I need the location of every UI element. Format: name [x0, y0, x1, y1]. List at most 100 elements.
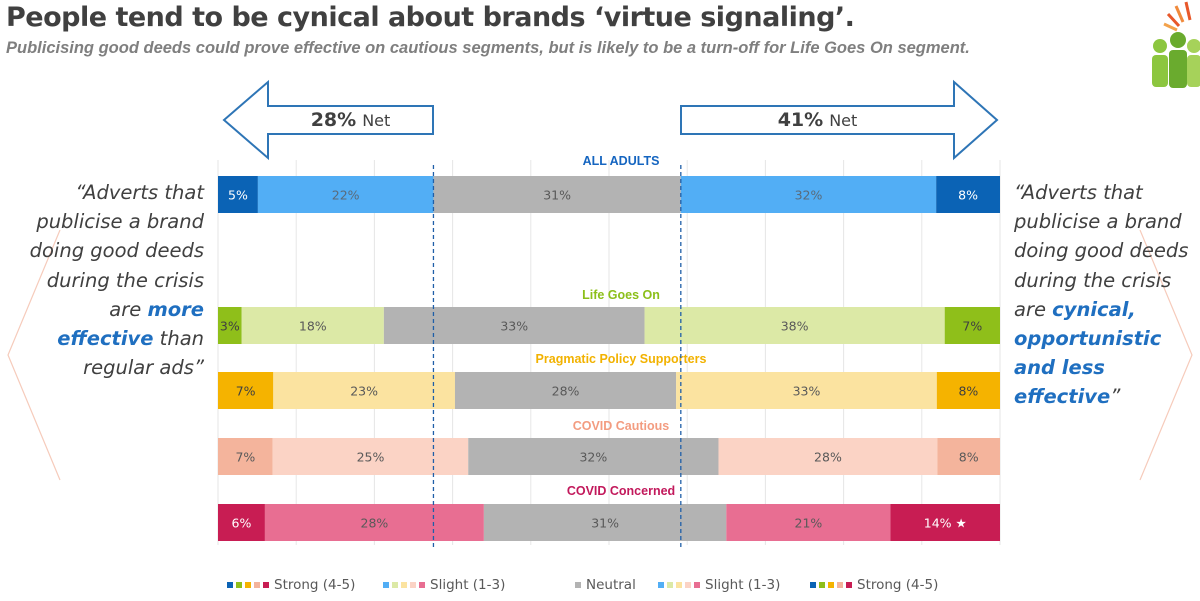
legend-swatches [810, 582, 852, 588]
left-net-label: 28% Net [268, 106, 433, 134]
data-label: 28% [552, 384, 580, 399]
net-dividers [432, 165, 682, 548]
chart-grid [217, 160, 1001, 545]
right-quote: “Adverts that publicise a brand doing go… [1014, 178, 1198, 412]
data-label: 6% [232, 516, 252, 531]
series-title: COVID Cautious [573, 419, 670, 433]
bar-segment [936, 176, 1000, 213]
legend-swatch [245, 582, 251, 588]
right-net-word: Net [829, 110, 858, 130]
people-icon [1152, 32, 1200, 88]
right-quote-text: “Adverts that publicise a brand doing go… [1014, 181, 1189, 321]
legend-swatch [575, 582, 581, 588]
legend-swatch [676, 582, 682, 588]
right-quote-end: ” [1110, 385, 1121, 409]
right-net-label: 41% Net [681, 106, 954, 134]
legend-swatch [263, 582, 269, 588]
legend-swatch [685, 582, 691, 588]
bar-segment [454, 372, 677, 409]
data-label: 8% [958, 384, 978, 399]
legend-swatch [828, 582, 834, 588]
right-quote-highlight: cynical, opportunistic and less effectiv… [1014, 297, 1162, 409]
bar-segment [218, 372, 274, 409]
data-label: 21% [795, 516, 823, 531]
legend-swatch [410, 582, 416, 588]
data-label: 18% [299, 319, 327, 334]
bar-segment [218, 307, 242, 344]
page-title: People tend to be cynical about brands ‘… [6, 2, 855, 33]
data-label: 22% [332, 188, 360, 203]
series-title: Life Goes On [582, 288, 660, 302]
legend-swatches [227, 582, 269, 588]
legend-label: Strong (4-5) [274, 577, 356, 593]
legend-swatch [401, 582, 407, 588]
chart-bars: ALL ADULTS 5% 22% 31% 32% 8% Life Goes On 3% 18%… [218, 154, 1000, 541]
left-quote-text: “Adverts that publicise a brand doing go… [29, 181, 204, 321]
bar-segment [483, 504, 727, 541]
bar-segment [644, 307, 945, 344]
legend-swatch [392, 582, 398, 588]
data-label: 14% ★ [924, 516, 967, 531]
legend-item: Neutral [575, 576, 636, 594]
data-label: 7% [236, 384, 256, 399]
legend-swatch [658, 582, 664, 588]
series-title: Pragmatic Policy Supporters [536, 352, 707, 366]
bar-segment [676, 372, 937, 409]
left-net-value: 28% [310, 109, 357, 131]
series-title: ALL ADULTS [583, 154, 660, 168]
bar-segment [218, 176, 258, 213]
legend-swatch [837, 582, 843, 588]
left-net-word: Net [362, 110, 391, 130]
legend-item: Strong (4-5) [810, 576, 938, 594]
legend-swatch [254, 582, 260, 588]
data-label: 3% [220, 319, 240, 334]
bar-segment [718, 438, 938, 475]
data-label: 32% [795, 188, 823, 203]
legend-swatch [846, 582, 852, 588]
data-label: 7% [235, 450, 255, 465]
bar-segment [257, 176, 434, 213]
bar-segment [218, 504, 265, 541]
brand-logo [1152, 1, 1200, 88]
data-label: 38% [781, 319, 809, 334]
bar-segment [218, 438, 273, 475]
legend-swatch [236, 582, 242, 588]
bar-segment [383, 307, 645, 344]
legend-swatch [667, 582, 673, 588]
legend-item: Slight (1-3) [383, 576, 505, 594]
bar-segment [468, 438, 719, 475]
bar-segment [433, 176, 681, 213]
right-net-arrow [680, 79, 999, 161]
legend-label: Slight (1-3) [705, 577, 781, 593]
legend-swatch [227, 582, 233, 588]
legend-label: Slight (1-3) [430, 577, 506, 593]
bar-segment [241, 307, 384, 344]
left-edge-chevron [7, 229, 61, 481]
bar-segment [273, 372, 455, 409]
bar-segment [726, 504, 891, 541]
legend-swatches [575, 582, 581, 588]
data-label: 33% [793, 384, 821, 399]
bar-segment [680, 176, 937, 213]
left-quote-end: than regular ads” [83, 327, 204, 380]
data-label: 5% [228, 188, 248, 203]
bar-segment [264, 504, 484, 541]
legend-swatch [383, 582, 389, 588]
bar-segment [890, 504, 1000, 541]
data-label: 23% [350, 384, 378, 399]
legend-label: Neutral [586, 577, 636, 593]
page-subtitle: Publicising good deeds could prove effec… [6, 39, 970, 57]
right-net-value: 41% [777, 109, 824, 131]
left-net-arrow [222, 79, 434, 161]
legend-label: Strong (4-5) [857, 577, 939, 593]
data-label: 7% [962, 319, 982, 334]
data-label: 25% [357, 450, 385, 465]
bar-segment [937, 438, 1000, 475]
data-label: 31% [591, 516, 619, 531]
legend-swatch [694, 582, 700, 588]
series-title: COVID Concerned [567, 484, 675, 498]
legend-item: Slight (1-3) [658, 576, 780, 594]
right-edge-chevron [1139, 229, 1193, 481]
legend-swatch [819, 582, 825, 588]
